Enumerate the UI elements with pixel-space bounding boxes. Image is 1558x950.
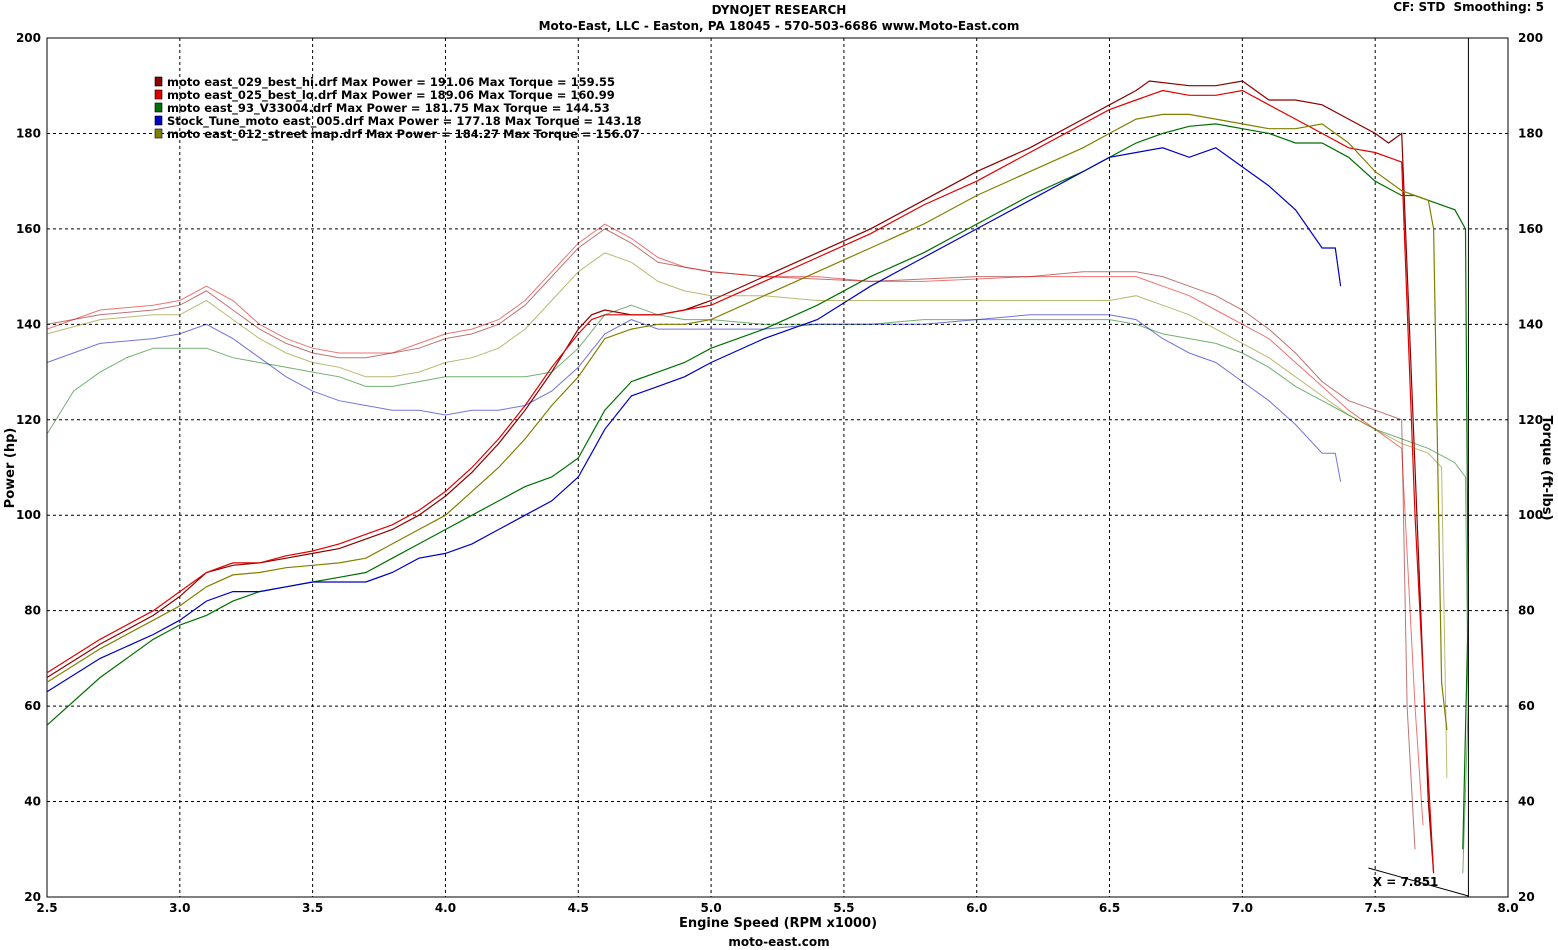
y-tick-label-left: 60 (24, 699, 41, 713)
chart-grid (47, 38, 1508, 897)
legend-entry: moto east_93_V33004.drf Max Power = 181.… (167, 101, 610, 116)
legend-swatch (154, 115, 163, 126)
correction-info: CF: STD Smoothing: 5 (1389, 0, 1544, 14)
x-tick-label: 4.0 (435, 901, 456, 915)
cursor[interactable]: X = 7.851 (1368, 38, 1469, 897)
legend-swatch (154, 89, 163, 100)
legend-entry: moto east_029_best_hi.drf Max Power = 19… (167, 75, 615, 90)
power-line-series-1 (46, 80, 1435, 874)
series-layer (46, 80, 1469, 874)
x-tick-label: 8.0 (1497, 901, 1518, 915)
torque-line-series-4 (46, 314, 1342, 482)
legend-entry: moto east_012_street map.drf Max Power =… (167, 127, 640, 142)
y-tick-label-left: 200 (16, 31, 41, 45)
x-tick-label: 6.0 (966, 901, 987, 915)
y-axis-label-left: Power (hp) (3, 428, 18, 509)
y-tick-label-right: 40 (1518, 795, 1535, 809)
y-axis-left: 20 40 60 80 100 120 140 160 180 200 (16, 31, 41, 904)
plot-frame (46, 37, 1509, 898)
x-tick-label: 7.5 (1365, 901, 1386, 915)
legend-entry: Stock_Tune_moto east_005.drf Max Power =… (167, 114, 641, 129)
y-axis-label-right: Torque (ft-lbs) (1539, 415, 1554, 520)
y-tick-label-left: 80 (24, 604, 41, 618)
y-tick-label-left: 140 (16, 317, 41, 331)
legend: moto east_029_best_hi.drf Max Power = 19… (154, 75, 641, 142)
x-tick-label: 3.0 (169, 901, 190, 915)
cf-label: CF: STD (1393, 0, 1446, 14)
y-tick-label-right: 160 (1518, 222, 1543, 236)
y-tick-label-left: 40 (24, 795, 41, 809)
legend-swatch (154, 102, 163, 113)
y-tick-label-right: 120 (1518, 413, 1543, 427)
cursor-pointer-line (1368, 867, 1469, 897)
x-tick-label: 5.5 (833, 901, 854, 915)
y-tick-label-left: 160 (16, 222, 41, 236)
x-axis-label: Engine Speed (RPM x1000) (679, 916, 877, 931)
chart-title: DYNOJET RESEARCH (711, 3, 847, 17)
x-tick-label: 3.5 (302, 901, 323, 915)
y-tick-label-right: 200 (1518, 31, 1543, 45)
x-tick-label: 4.5 (568, 901, 589, 915)
y-tick-label-right: 20 (1518, 890, 1535, 904)
y-axis-right: 20 40 60 80 100 120 140 160 180 200 (1518, 31, 1543, 904)
chart-subtitle: Moto-East, LLC - Easton, PA 18045 - 570-… (538, 19, 1020, 33)
power-line-series-2 (46, 89, 1435, 874)
y-tick-label-left: 180 (16, 126, 41, 140)
y-tick-label-right: 140 (1518, 317, 1543, 331)
x-tick-label: 2.5 (36, 901, 57, 915)
y-tick-label-right: 60 (1518, 699, 1535, 713)
y-tick-label-left: 120 (16, 413, 41, 427)
footer-website: moto-east.com (728, 935, 830, 949)
smoothing-label: Smoothing: 5 (1453, 0, 1545, 14)
y-tick-label-right: 80 (1518, 604, 1535, 618)
torque-line-series-2 (46, 223, 1424, 826)
x-tick-label: 7.0 (1232, 901, 1253, 915)
power-line-series-5 (46, 113, 1448, 731)
legend-swatch (154, 76, 163, 87)
x-tick-label: 5.0 (700, 901, 721, 915)
power-line-series-3 (46, 123, 1469, 850)
legend-swatch (154, 128, 163, 139)
y-tick-label-left: 20 (24, 890, 41, 904)
torque-line-series-5 (46, 252, 1448, 778)
torque-line-series-1 (46, 228, 1416, 850)
x-tick-label: 6.5 (1099, 901, 1120, 915)
cursor-readout: X = 7.851 (1373, 875, 1439, 889)
y-tick-label-left: 100 (16, 508, 41, 522)
legend-entry: moto east_025_best_lo.drf Max Power = 18… (167, 88, 615, 103)
y-tick-label-right: 100 (1518, 508, 1543, 522)
x-axis: 2.5 3.0 3.5 4.0 4.5 5.0 5.5 6.0 6.5 7.0 7.5 8.0 (36, 901, 1518, 915)
y-tick-label-right: 180 (1518, 126, 1543, 140)
torque-line-series-3 (46, 304, 1469, 874)
power-line-series-4 (46, 147, 1342, 693)
